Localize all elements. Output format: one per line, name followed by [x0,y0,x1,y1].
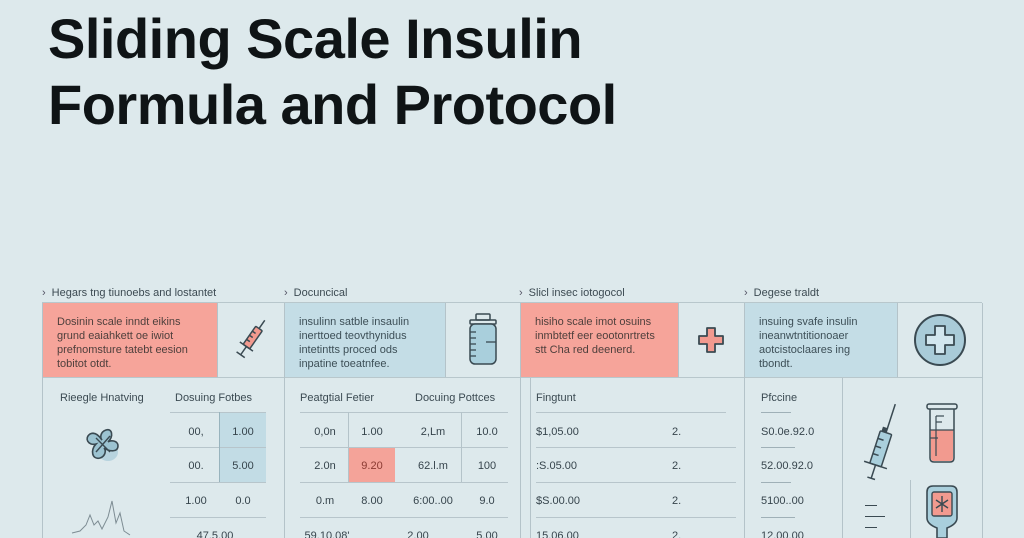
highlight-cell [349,448,395,482]
table-cell: 2,Lm [420,426,446,438]
waveform-icon [70,495,140,538]
test-tube-icon [922,400,962,466]
section-label-4[interactable]: › Degese traldt [744,287,820,299]
table-cell: 2. [672,460,682,472]
syringe-icon [218,303,284,377]
table-cell: 47.5.00 [196,530,234,538]
column-divider [520,303,521,538]
syringe-icon [862,400,902,490]
table-cell: 9.20 [361,460,383,472]
table-cell: 5.00 [232,460,254,472]
right-border [982,303,983,538]
info-card-3: hisiho scale imot osuins inmbtetf eer eo… [521,303,678,377]
table-cell: 15.06.00 [536,530,579,538]
table-cell: 59.10.08' [304,530,350,538]
info-card-1: Dosinin scale inndt eikins grund eaiahke… [43,303,217,377]
table-cell: 1.00 [361,426,383,438]
card-divider-v [678,303,679,377]
iv-bag-icon [922,484,962,538]
vial-icon [446,303,520,377]
table-cell: 00. [188,460,204,472]
table-cell: 9.0 [479,495,495,507]
table-cell: 1.00 [185,495,207,507]
table-cell: 2. [672,530,682,538]
column-header: Peatgtial Fetier [300,392,374,404]
title-line-2: Formula and Protocol [48,73,617,136]
table-cell: 00, [188,426,204,438]
info-card-2: insulinn satble insaulin inerttoed teovt… [285,303,445,377]
table-cell: $S.00.00 [536,495,581,507]
table-cell: 2. [672,495,682,507]
table-cell: 2.00 [407,530,429,538]
chevron-right-icon: › [519,287,523,299]
title-line-1: Sliding Scale Insulin [48,7,583,70]
table-cell: 52.00.92.0 [761,460,813,472]
table-cell: 1.00 [232,426,254,438]
chevron-right-icon: › [744,287,748,299]
chevron-right-icon: › [42,287,46,299]
table-cell: 0.m [315,495,335,507]
column-divider [284,303,285,538]
card-divider-v [897,303,898,377]
info-card-4: insuing svafe insulin ineanwtntitionoaer… [745,303,897,377]
column-header: Docuing Pottces [415,392,496,404]
table-cell: 0.0 [235,495,251,507]
table-cell: 6:00..00 [413,495,453,507]
table-cell: 10.0 [476,426,498,438]
column-header: Rieegle Hnatving [60,392,144,404]
table-cell: $1,05.00 [536,426,579,438]
table-cell: 5100..00 [761,495,804,507]
table-cell: 2. [672,426,682,438]
card-divider [42,377,982,378]
medical-cross-icon [679,303,743,377]
card-divider-v [445,303,446,377]
circle-cross-icon [898,303,982,377]
card-divider-v [217,303,218,377]
section-label-2[interactable]: › Docuncical [284,287,348,299]
left-border [42,303,43,538]
table-cell: 8.00 [361,495,383,507]
table-cell: 0,0n [314,426,336,438]
section-label-3[interactable]: › Slicl insec iotogocol [519,287,625,299]
page-title: Sliding Scale Insulin Formula and Protoc… [48,6,617,138]
table-cell: 5.00 [476,530,498,538]
section-label-1[interactable]: › Hegars tng tiunoebs and lostantet [42,287,217,299]
table-cell: 62.l.m [418,460,448,472]
column-header: Fingtunt [536,392,576,404]
chevron-right-icon: › [284,287,288,299]
table-cell: 12.00.00 [761,530,804,538]
column-header: Dosuing Fotbes [175,392,253,404]
table-cell: S0.0e.92.0 [761,426,815,438]
table-cell: :S.05.00 [536,460,577,472]
column-header: Pfccine [761,392,798,404]
table-cell: 100 [477,460,497,472]
ribbon-knot-icon [78,420,128,470]
top-divider [42,302,982,303]
column-divider [744,303,745,538]
table-cell: 2.0n [314,460,336,472]
